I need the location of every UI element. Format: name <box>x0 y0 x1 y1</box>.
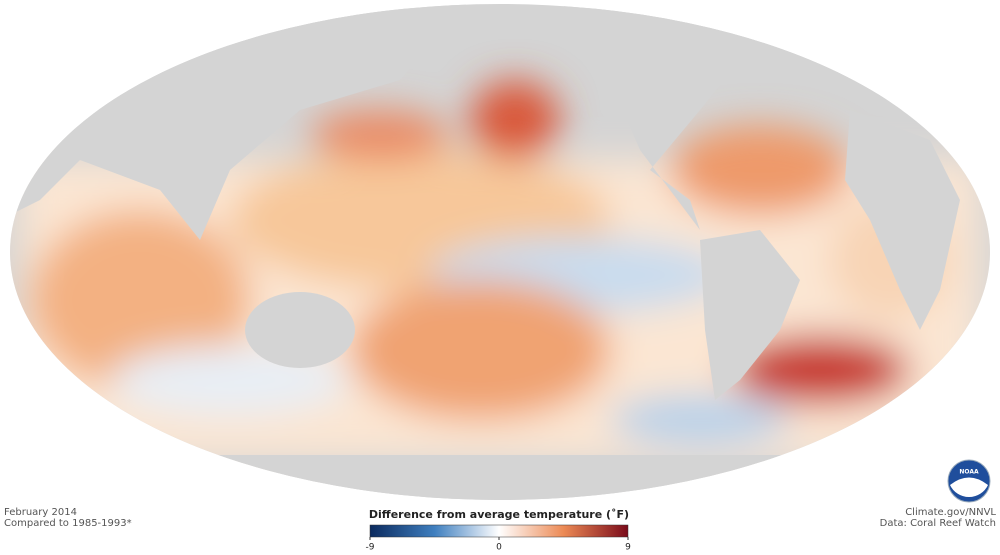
colorbar-tick-label: 0 <box>496 543 502 553</box>
date: February 2014 <box>4 507 77 518</box>
source: Data: Coral Reef Watch <box>880 518 996 529</box>
colorbar <box>369 524 629 538</box>
credit: Climate.gov/NNVL <box>905 507 996 518</box>
baseline: Compared to 1985-1993* <box>4 518 132 529</box>
colorbar-tick-label: 9 <box>625 543 631 553</box>
colorbar-tick-label: -9 <box>366 543 375 553</box>
noaa-logo: NOAA <box>947 459 991 503</box>
logo-text: NOAA <box>959 469 979 476</box>
colorbar-title: Difference from average temperature (˚F) <box>369 508 629 521</box>
